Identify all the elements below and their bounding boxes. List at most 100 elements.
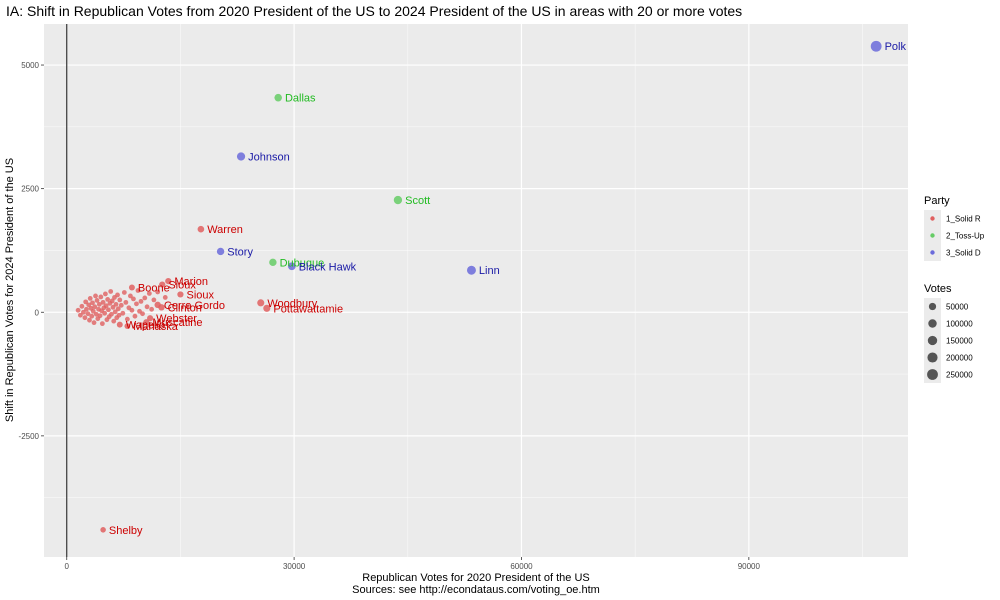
data-point [91, 320, 97, 326]
point-label: Woodbury [267, 298, 317, 310]
data-point [100, 299, 106, 305]
data-point [93, 311, 99, 317]
data-point [85, 311, 91, 317]
point-label: Story [227, 246, 253, 258]
point-label: Black Hawk [299, 261, 357, 273]
legend-key-point [927, 352, 938, 363]
data-point [132, 313, 138, 319]
data-point [93, 293, 98, 299]
x-axis-ticks: 0 30000 60000 90000 [65, 557, 761, 571]
y-axis-ticks: -2500 0 2500 5000 [19, 61, 44, 441]
data-point [75, 307, 81, 313]
data-point [82, 315, 88, 321]
data-point-warren [197, 225, 205, 233]
data-point-polk [870, 40, 882, 52]
point-label: Mahaska [133, 321, 179, 333]
y-tick-label: 5000 [21, 61, 39, 70]
legend-label: 100000 [946, 320, 973, 329]
point-label: Cerro Gordo [164, 300, 225, 312]
data-point-johnson [236, 152, 246, 161]
data-point [131, 296, 136, 302]
point-label: Warren [207, 224, 243, 236]
data-point [86, 302, 92, 308]
data-point [113, 301, 119, 307]
x-axis-label: Republican Votes for 2020 President of t… [362, 572, 589, 584]
data-point [127, 293, 133, 299]
y-tick-label: 0 [35, 308, 40, 317]
point-label: Pottawattamie [273, 303, 343, 315]
data-point-mahaska [124, 323, 131, 330]
point-labels: Polk Dallas Johnson Scott Warren Story Dubuque… [109, 41, 907, 537]
legend-key-point [930, 233, 935, 238]
data-point-sioux [159, 281, 166, 288]
legend-label: 1_Solid R [946, 215, 981, 224]
point-label: Wapello [126, 320, 165, 332]
data-point-muscatine [143, 319, 150, 326]
y-tick-label: -2500 [19, 432, 40, 441]
data-point [87, 317, 92, 323]
data-point-sioux [177, 291, 184, 298]
data-point [111, 318, 117, 324]
point-label: Boone [138, 283, 170, 295]
data-point-shelby [100, 527, 106, 533]
point-label: Dubuque [280, 257, 325, 269]
data-point [120, 310, 126, 316]
point-label: Muscatine [152, 317, 202, 329]
data-point-pottawattamie [263, 304, 271, 312]
data-point [121, 290, 127, 295]
legend-label: 2_Toss-Up [946, 232, 985, 241]
data-point [109, 298, 115, 304]
data-point [81, 309, 86, 315]
chart-caption: Sources: see http://econdataus.com/votin… [352, 584, 600, 596]
data-point [89, 313, 95, 319]
y-axis-label: Shift in Republican Votes for 2024 Presi… [4, 158, 16, 422]
data-point [162, 295, 168, 300]
data-point-story [216, 247, 225, 256]
legend-votes-title: Votes [924, 283, 952, 295]
plot-panel [44, 24, 908, 557]
data-point-linn [466, 265, 476, 275]
legend-key-point [927, 369, 938, 380]
data-point [96, 301, 102, 307]
labeled-points [100, 40, 882, 533]
data-point [87, 296, 93, 301]
data-point-clinton [158, 304, 165, 311]
data-point [97, 313, 103, 319]
point-label: Shelby [109, 525, 143, 537]
legend-party-title: Party [924, 195, 950, 207]
legend-label: 250000 [946, 371, 973, 380]
point-label: Scott [405, 195, 430, 207]
data-point [118, 302, 124, 308]
x-tick-label: 30000 [283, 562, 306, 571]
data-point [138, 298, 144, 304]
data-point [115, 292, 120, 298]
point-label: Dallas [285, 93, 316, 105]
point-label: Linn [479, 265, 500, 277]
data-point [149, 306, 155, 312]
data-point-wapello [116, 321, 123, 328]
data-point [77, 312, 83, 318]
data-point [110, 304, 116, 310]
data-point [134, 301, 139, 307]
legend-key-point [927, 335, 938, 346]
data-point [90, 300, 95, 306]
point-label: Sioux [187, 289, 215, 301]
data-point [105, 296, 111, 302]
minor-gridlines [44, 24, 908, 557]
data-point [103, 303, 109, 309]
data-point-dallas [274, 93, 282, 102]
data-point [106, 307, 111, 313]
data-point [90, 308, 96, 314]
data-point [92, 304, 98, 310]
data-point [142, 295, 148, 301]
x-tick-label: 90000 [738, 562, 761, 571]
data-point [151, 297, 157, 303]
data-point [83, 299, 89, 305]
legend-label: 3_Solid D [946, 249, 981, 258]
x-tick-label: 60000 [510, 562, 533, 571]
data-point [123, 299, 129, 305]
data-point [94, 297, 100, 303]
legend-key-point [930, 216, 935, 221]
